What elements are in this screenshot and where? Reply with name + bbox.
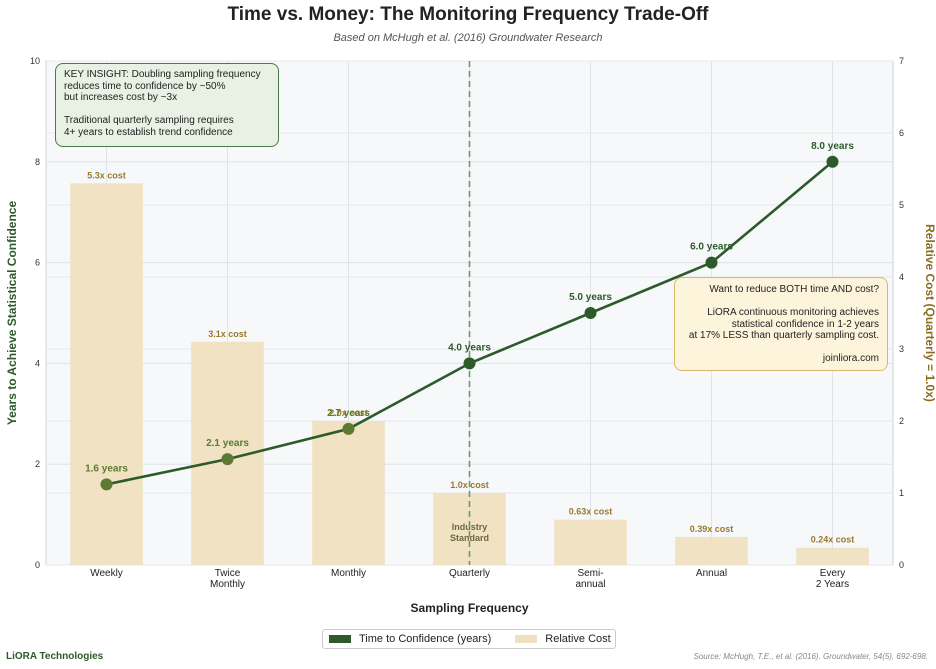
time-point-label: 2.1 years <box>206 438 249 449</box>
time-point-label: 6.0 years <box>690 242 733 253</box>
x-tick-label: Monthly <box>331 568 366 579</box>
cta-line: LiORA continuous monitoring achieves <box>707 307 879 318</box>
y-axis-label: Years to Achieve Statistical Confidence <box>5 201 19 426</box>
insight-line: reduces time to confidence by ~50% <box>64 80 226 92</box>
time-point-label: 8.0 years <box>811 141 854 152</box>
y-tick-label: 6 <box>35 258 40 268</box>
y2-tick-label: 0 <box>899 560 904 570</box>
chart-title: Time vs. Money: The Monitoring Frequency… <box>227 4 709 25</box>
x-axis-label: Sampling Frequency <box>410 601 528 615</box>
cta-line: Want to reduce BOTH time AND cost? <box>709 284 879 295</box>
time-point <box>584 307 597 319</box>
time-point <box>100 478 113 491</box>
cost-bar <box>675 536 748 565</box>
x-tick-label: Semi- <box>577 568 603 579</box>
legend-label-time: Time to Confidence (years) <box>359 633 492 645</box>
insight-line: Traditional quarterly sampling requires <box>64 115 234 126</box>
cost-bar <box>796 547 869 565</box>
insight-line <box>64 104 270 116</box>
cost-bar-label: 5.3x cost <box>87 170 126 180</box>
y2-tick-label: 4 <box>899 272 904 282</box>
time-point <box>705 256 718 269</box>
x-tick-label: Quarterly <box>449 568 490 579</box>
y-tick-label: 0 <box>35 560 40 570</box>
annotation-text: Standard <box>450 533 489 543</box>
y-tick-label: 4 <box>35 358 40 368</box>
cta-line: statistical confidence in 1-2 years <box>731 318 879 330</box>
insight-line: 4+ years to establish trend confidence <box>64 126 233 138</box>
x-tick-label: annual <box>575 579 605 590</box>
y2-tick-label: 6 <box>899 128 904 138</box>
time-point-label: 5.0 years <box>569 292 612 303</box>
y-tick-label: 10 <box>30 56 40 66</box>
time-point <box>221 453 234 466</box>
cost-bar <box>70 183 143 565</box>
cost-bar-label: 3.1x cost <box>208 329 247 339</box>
x-tick-label: Weekly <box>90 568 123 579</box>
y-tick-label: 8 <box>35 157 40 167</box>
cta-line <box>683 342 879 354</box>
insight-line: but increases cost by ~3x <box>64 92 178 103</box>
time-point-label: 1.6 years <box>85 463 128 474</box>
cost-bar-label: 0.24x cost <box>811 535 855 545</box>
cta-link[interactable]: joinliora.com <box>822 353 879 364</box>
cost-bar-label: 2.0x cost <box>329 408 368 418</box>
footer-source: Source: McHugh, T.E., et al. (2016). Gro… <box>693 652 929 661</box>
legend-swatch-cost <box>515 635 538 643</box>
cost-bar-label: 0.63x cost <box>569 507 613 517</box>
time-point-label: 2.7 years <box>327 408 370 419</box>
y2-tick-label: 1 <box>899 488 904 498</box>
cost-bar-label: 0.39x cost <box>690 524 734 534</box>
legend-swatch-time <box>329 635 351 643</box>
y-tick-label: 2 <box>35 459 40 469</box>
cost-bar <box>554 519 627 565</box>
key-insight-box: KEY INSIGHT: Doubling sampling frequency… <box>55 63 279 147</box>
legend: Time to Confidence (years) Relative Cost <box>322 629 616 649</box>
legend-label-cost: Relative Cost <box>545 633 611 645</box>
chart-subtitle: Based on McHugh et al. (2016) Groundwate… <box>333 32 603 44</box>
x-tick-label: 2 Years <box>816 579 849 590</box>
y2-tick-label: 2 <box>899 416 904 426</box>
time-point <box>463 357 476 370</box>
y2-axis-label: Relative Cost (Quarterly = 1.0x) <box>923 224 936 402</box>
insight-line: KEY INSIGHT: Doubling sampling frequency <box>64 69 261 80</box>
time-point-label: 4.0 years <box>448 342 491 353</box>
x-tick-label: Every <box>820 568 846 579</box>
y2-tick-label: 3 <box>899 344 904 354</box>
footer-brand: LiORA Technologies <box>6 651 104 662</box>
time-point <box>826 155 839 168</box>
cost-bar <box>312 421 385 565</box>
y2-tick-label: 7 <box>899 56 904 66</box>
time-point <box>342 422 355 435</box>
x-tick-label: Twice <box>215 568 241 579</box>
x-tick-label: Annual <box>696 568 727 579</box>
cta-line: at 17% LESS than quarterly sampling cost… <box>688 330 879 341</box>
y2-tick-label: 5 <box>899 200 904 210</box>
x-tick-label: Monthly <box>210 579 245 590</box>
cta-box: Want to reduce BOTH time AND cost? LiORA… <box>674 277 888 371</box>
cta-line <box>683 296 879 308</box>
